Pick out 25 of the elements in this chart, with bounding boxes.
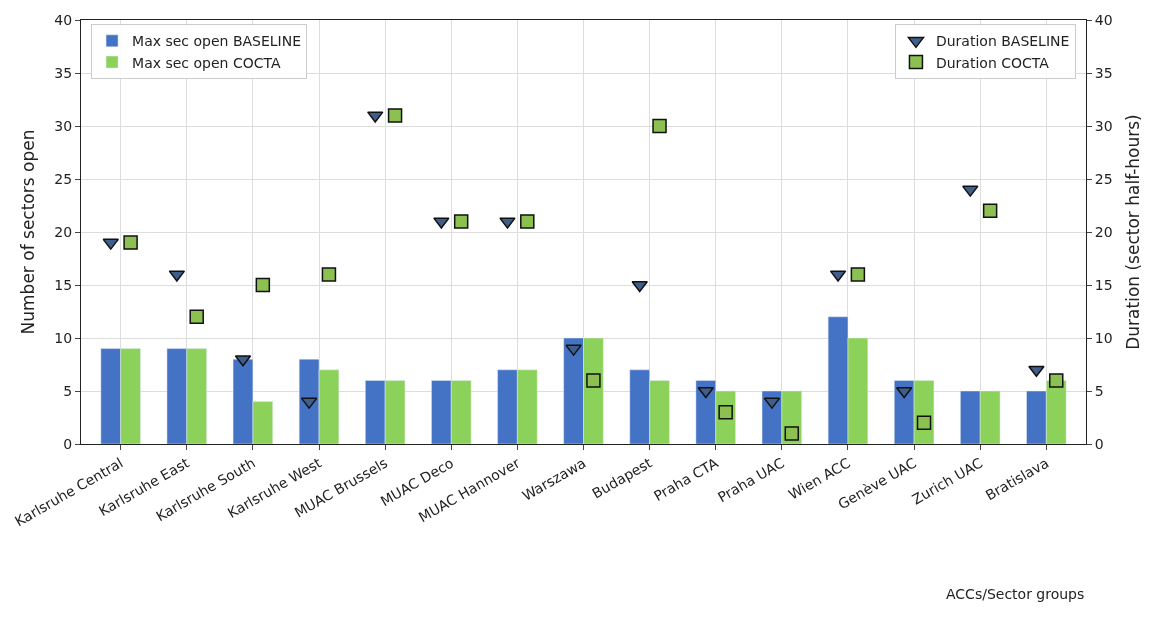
y2-tick-label: 20 <box>1094 223 1113 240</box>
legend-label: Duration COCTA <box>935 54 1050 71</box>
y2-tick-label: 10 <box>1094 329 1113 346</box>
y-tick-label: 40 <box>54 11 73 28</box>
y-tick-label: 0 <box>63 435 73 452</box>
y2-tick-label: 0 <box>1094 435 1104 452</box>
legend-label: Max sec open COCTA <box>132 54 281 71</box>
y2-tick-label: 40 <box>1094 11 1113 28</box>
x-axis-title: ACCs/Sector groups <box>946 586 1085 602</box>
legend-label: Max sec open BASELINE <box>132 33 302 50</box>
y-tick-label: 5 <box>63 382 73 399</box>
y2-tick-label: 5 <box>1094 382 1104 399</box>
y2-tick-label: 30 <box>1094 117 1113 134</box>
y-tick-label: 20 <box>54 223 73 240</box>
y-tick-label: 10 <box>54 329 73 346</box>
y2-tick-label: 15 <box>1094 276 1113 293</box>
y-tick-label: 30 <box>54 117 73 134</box>
y2-tick-label: 35 <box>1094 64 1113 81</box>
y-tick-label: 15 <box>54 276 73 293</box>
legend-label: Duration BASELINE <box>935 33 1070 50</box>
y-tick-label: 35 <box>54 64 73 81</box>
y-tick-label: 25 <box>54 170 73 187</box>
y2-axis-title: Duration (sector half-hours) <box>1123 114 1144 350</box>
y-axis-title: Number of sectors open <box>17 129 38 335</box>
y2-tick-label: 25 <box>1094 170 1113 187</box>
